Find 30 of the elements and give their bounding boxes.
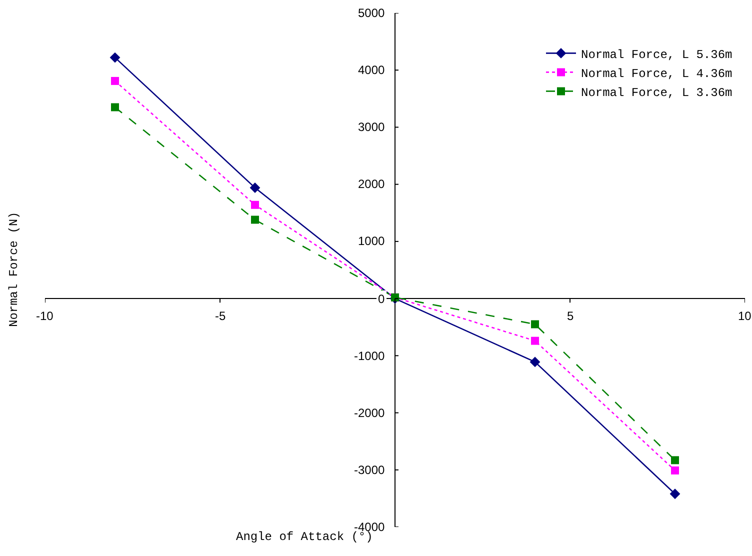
- y-tick-label: 2000: [358, 177, 386, 191]
- y-tick-label: 3000: [358, 120, 386, 134]
- point: [251, 216, 259, 224]
- point: [111, 76, 119, 85]
- y-tick-label: 5000: [358, 6, 386, 20]
- point: [670, 488, 680, 500]
- y-tick-label: 0: [378, 292, 385, 306]
- point: [531, 336, 539, 345]
- x-tick-label: 5: [567, 309, 574, 323]
- y-tick-label: 4000: [358, 63, 386, 77]
- point: [671, 466, 679, 474]
- x-axis-title: Angle of Attack (°): [236, 530, 373, 544]
- y-tick-label: -3000: [354, 463, 386, 477]
- point: [250, 182, 260, 193]
- point: [251, 200, 259, 209]
- x-tick-label: -10: [36, 309, 54, 323]
- point: [111, 103, 119, 112]
- point: [110, 52, 120, 63]
- legend-label: Normal Force, L 4.36m: [581, 66, 732, 81]
- point: [671, 456, 679, 464]
- x-tick-label: 10: [738, 309, 752, 323]
- x-tick-label: -5: [215, 309, 226, 323]
- point: [531, 320, 539, 328]
- y-tick-label: -1000: [354, 349, 386, 363]
- legend-label: Normal Force, L 5.36m: [581, 48, 732, 62]
- legend-label: Normal Force, L 3.36m: [581, 86, 732, 100]
- y-tick-label: 1000: [358, 234, 386, 248]
- y-axis-title: Normal Force (N): [7, 212, 21, 327]
- point: [530, 356, 540, 368]
- y-tick-label: -2000: [354, 406, 386, 420]
